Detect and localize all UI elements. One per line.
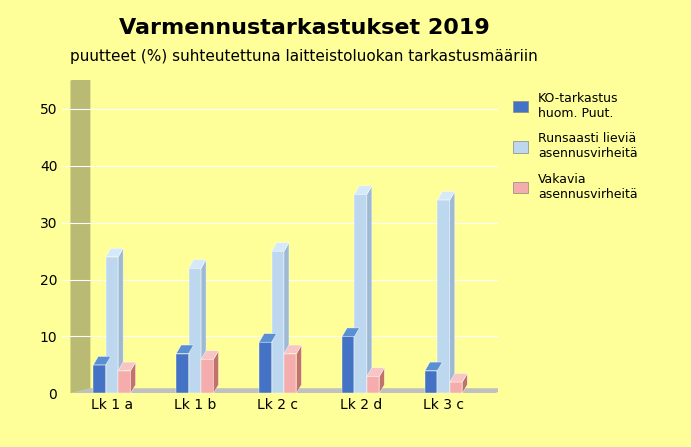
Polygon shape: [272, 251, 284, 393]
Polygon shape: [437, 200, 450, 393]
Polygon shape: [284, 345, 301, 354]
Polygon shape: [70, 388, 513, 393]
Polygon shape: [354, 328, 359, 393]
Polygon shape: [93, 365, 106, 393]
Polygon shape: [189, 260, 206, 268]
Polygon shape: [189, 268, 201, 393]
Polygon shape: [93, 356, 111, 365]
Polygon shape: [450, 382, 462, 393]
Polygon shape: [367, 376, 379, 393]
Polygon shape: [296, 345, 301, 393]
Polygon shape: [201, 351, 218, 359]
Polygon shape: [367, 186, 372, 393]
Polygon shape: [176, 345, 193, 354]
Polygon shape: [354, 194, 367, 393]
Polygon shape: [425, 362, 442, 371]
Polygon shape: [284, 243, 289, 393]
Legend: KO-tarkastus
huom. Puut., Runsaasti lieviä
asennusvirheitä, Vakavia
asennusvirhe: KO-tarkastus huom. Puut., Runsaasti liev…: [508, 87, 643, 206]
Polygon shape: [118, 362, 135, 371]
Polygon shape: [259, 342, 272, 393]
Polygon shape: [106, 257, 118, 393]
Text: Varmennustarkastukset 2019: Varmennustarkastukset 2019: [119, 18, 489, 38]
Polygon shape: [131, 362, 135, 393]
Polygon shape: [106, 356, 111, 393]
Polygon shape: [342, 337, 354, 393]
Polygon shape: [70, 76, 91, 393]
Polygon shape: [176, 354, 189, 393]
Polygon shape: [367, 368, 384, 376]
Polygon shape: [425, 371, 437, 393]
Polygon shape: [106, 248, 123, 257]
Polygon shape: [354, 186, 372, 194]
Polygon shape: [201, 359, 214, 393]
Polygon shape: [118, 248, 123, 393]
Polygon shape: [259, 333, 276, 342]
Polygon shape: [342, 328, 359, 337]
Polygon shape: [189, 345, 193, 393]
Polygon shape: [118, 371, 131, 393]
Polygon shape: [437, 362, 442, 393]
Polygon shape: [462, 373, 467, 393]
Polygon shape: [201, 260, 206, 393]
Polygon shape: [450, 373, 467, 382]
Polygon shape: [437, 191, 455, 200]
Polygon shape: [284, 354, 296, 393]
Polygon shape: [379, 368, 384, 393]
Polygon shape: [272, 243, 289, 251]
Polygon shape: [450, 191, 455, 393]
Text: puutteet (%) suhteutettuna laitteistoluokan tarkastusmääriin: puutteet (%) suhteutettuna laitteistoluo…: [70, 49, 538, 64]
Polygon shape: [214, 351, 218, 393]
Polygon shape: [272, 333, 276, 393]
